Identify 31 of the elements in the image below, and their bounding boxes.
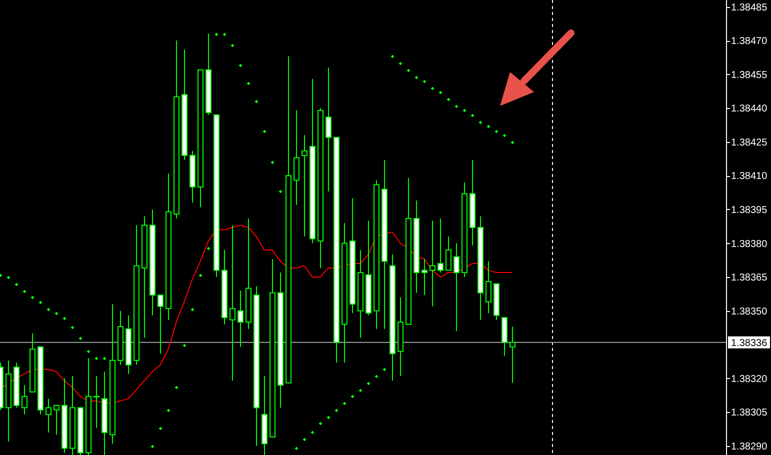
y-tick-label: 1.38350	[731, 306, 768, 318]
candlestick	[430, 220, 436, 307]
candlestick	[22, 384, 28, 415]
candlestick	[54, 404, 60, 436]
candlestick	[230, 224, 236, 382]
candlestick	[446, 236, 452, 271]
y-tick-label: 1.38365	[731, 272, 768, 284]
candlestick	[486, 260, 492, 314]
y-tick-label: 1.38320	[731, 374, 768, 385]
y-tick-label: 1.38305	[731, 408, 768, 419]
ref-line-label: 1.38336	[731, 338, 768, 349]
y-tick-label: 1.38395	[731, 204, 768, 216]
candlestick	[510, 326, 516, 384]
candlestick	[454, 242, 460, 332]
y-tick-label: 1.38485	[731, 2, 768, 14]
candlestick	[46, 398, 52, 433]
candlestick	[238, 290, 244, 348]
y-tick-label: 1.38380	[731, 238, 768, 250]
candlestick	[94, 376, 100, 428]
candlestick	[294, 110, 300, 206]
y-tick-label: 1.38455	[731, 70, 768, 81]
candlestick	[158, 294, 164, 354]
candlestick	[438, 218, 444, 274]
candlestick	[422, 258, 428, 296]
candlestick	[302, 134, 308, 238]
y-tick-label: 1.38470	[731, 36, 768, 48]
y-tick-label: 1.38440	[731, 104, 768, 115]
y-tick-label: 1.38410	[731, 171, 768, 182]
y-tick-label: 1.38425	[731, 137, 768, 148]
y-tick-label: 1.38290	[731, 441, 768, 452]
candlestick	[326, 67, 332, 192]
